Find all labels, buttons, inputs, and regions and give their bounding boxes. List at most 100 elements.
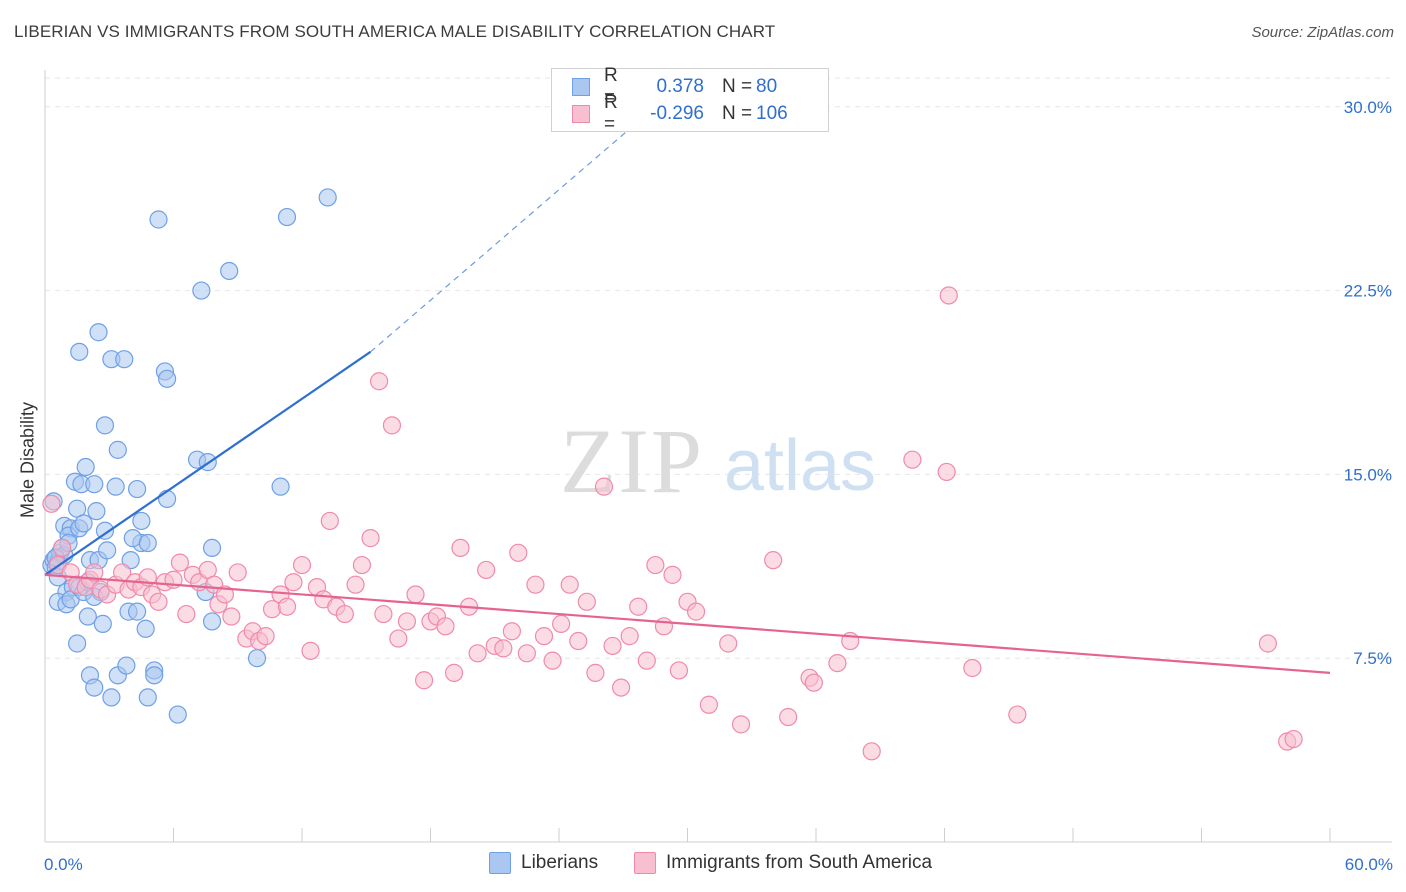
watermark-zip: ZIP [560,410,704,512]
series-legend-liberians[interactable]: Liberians [489,852,598,874]
south-america-point [629,597,648,616]
south-america-point [170,553,190,572]
south-america-point [1008,705,1027,724]
south-america-point [586,663,605,682]
legend-r-value: 0.378 [656,76,704,97]
south-america-point [346,575,365,594]
liberian-point [202,612,222,631]
south-america-point [526,575,545,594]
liberian-point [127,479,147,499]
liberian-point [318,188,337,207]
liberian-point [138,688,157,707]
south-america-point [764,551,783,570]
liberian-point [98,541,117,560]
south-america-point [85,563,104,582]
south-america-point [937,462,956,482]
south-america-point [468,644,487,663]
south-america-point [560,575,579,594]
watermark-atlas: atlas [724,426,876,506]
chart-source: Source: ZipAtlas.com [1251,24,1394,41]
south-america-point [382,416,402,435]
legend-n-label: N = [722,103,753,124]
south-america-point [292,555,312,575]
south-america-point [620,627,639,646]
liberian-point [202,538,222,558]
y-tick-label: 30.0% [1344,98,1392,117]
south-america-point [335,604,354,624]
south-america-point [719,634,738,653]
liberian-point [85,475,104,494]
legend-r-label: R = [604,92,618,135]
south-america-point [370,372,389,391]
south-america-point [177,604,196,624]
liberian-point [132,511,151,531]
south-america-point [352,555,372,575]
south-america-point [42,494,61,513]
south-america-point [361,529,380,548]
south-america-point [389,629,408,648]
correlation-legend: R = 0.378 N = 80 R = -0.296 N = 106 [551,65,829,135]
south-america-point [228,563,247,582]
liberian-point [157,369,177,388]
x-tick-label: 0.0% [44,855,83,874]
liberian-point [115,350,134,369]
south-america-point [256,627,275,646]
legend-row-south-america: R = -0.296 N = 106 [572,92,788,135]
south-america-point [686,602,706,621]
legend-swatch-south-america [572,105,590,123]
liberian-point [117,656,136,675]
south-america-point [862,742,881,761]
legend-r-value: -0.296 [650,103,704,124]
liberian-trend-line [44,350,372,576]
south-america-point [731,715,751,734]
south-america-point [646,555,665,575]
liberian-point [102,688,121,707]
south-america-point [828,653,847,673]
south-america-point [804,673,823,692]
south-america-point [320,511,339,531]
south-america-point [1258,634,1277,653]
south-america-point [517,644,536,663]
south-america-point [53,538,72,558]
south-america-point [477,560,496,580]
series-swatch-liberians [489,852,511,874]
liberian-point [136,619,155,638]
south-america-point [669,661,689,680]
legend-n-value: 80 [756,76,778,97]
liberian-point [157,489,177,508]
liberian-point [85,678,104,697]
liberian-point [95,416,115,435]
south-america-point [963,658,982,678]
liberian-point [192,281,211,300]
series-name-liberians: Liberians [521,852,599,873]
series-swatch-south-america [634,852,656,874]
south-america-trend-line [44,573,1331,674]
x-tick-label: 60.0% [1345,855,1393,874]
series-legend-south-america[interactable]: Immigrants from South America [634,852,932,874]
liberian-point [78,607,97,626]
liberian-trend-extension [370,106,656,353]
y-tick-label: 15.0% [1344,465,1392,484]
liberian-point [277,207,297,227]
series-legend: Liberians Immigrants from South America [0,852,1406,876]
liberian-point [95,521,115,540]
south-america-point [494,639,513,658]
south-america-point [939,286,958,305]
south-america-point [451,538,470,558]
south-america-point [374,604,393,624]
south-america-point [637,651,656,670]
legend-r-label: R = [604,65,618,108]
liberian-point [127,602,147,621]
south-america-point [277,597,297,616]
south-america-point [577,592,596,611]
south-america-point [262,600,282,619]
south-america-point [414,671,434,690]
liberian-point [138,533,157,553]
liberian-point [89,323,108,342]
chart-title: LIBERIAN VS IMMIGRANTS FROM SOUTH AMERIC… [14,22,776,41]
south-america-point [612,678,631,697]
liberian-point [123,529,142,548]
liberian-point [168,705,187,724]
liberian-point [106,477,125,496]
